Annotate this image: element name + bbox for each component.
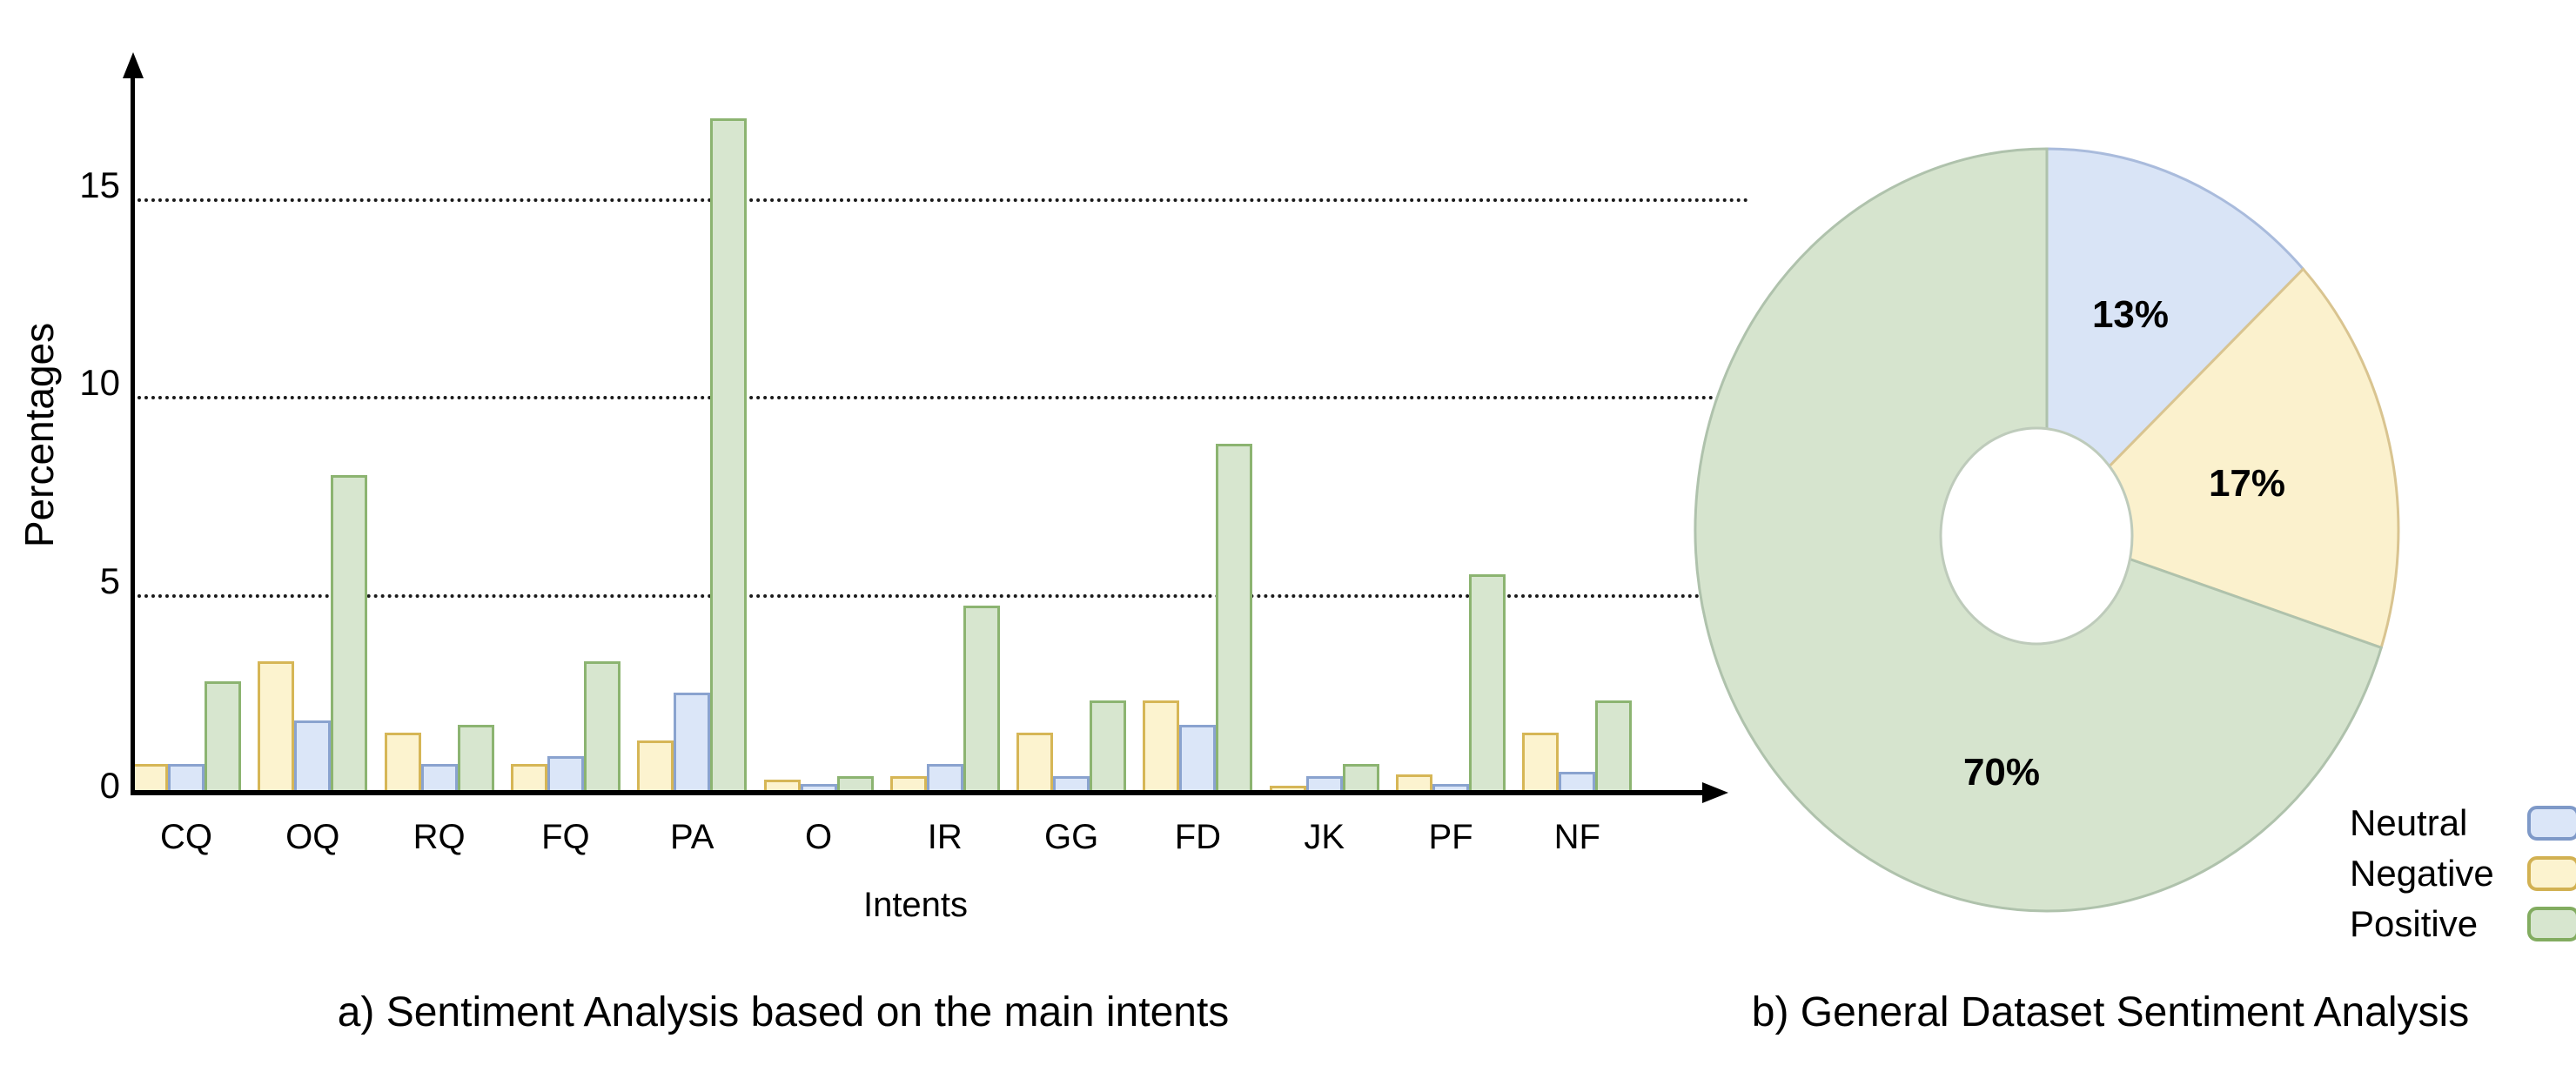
x-tick-label-CQ: CQ [160, 818, 212, 856]
bar-group-CQ [131, 0, 241, 792]
x-tick-label-FQ: FQ [541, 818, 590, 856]
x-tick-label-OQ: OQ [285, 818, 340, 856]
legend-label: Neutral [2350, 802, 2468, 843]
x-tick-label-O: O [804, 818, 833, 856]
y-tick-label-5: 5 [99, 559, 120, 601]
bar-group-OQ [258, 0, 368, 792]
gridline-15 [138, 198, 1749, 202]
x-tick-label-PF: PF [1428, 818, 1473, 856]
bar-group-NF [1522, 0, 1633, 792]
x-tick-label-RQ: RQ [413, 818, 466, 856]
bar-group-JK [1269, 0, 1379, 792]
bar-RQ-positive [457, 725, 494, 792]
bar-JK-positive [1342, 764, 1379, 792]
bar-group-PA [637, 0, 748, 792]
panel-a-caption: a) Sentiment Analysis based on the main … [337, 989, 1230, 1035]
bar-PF-neutral [1432, 784, 1469, 792]
bar-FD-negative [1143, 700, 1180, 792]
bar-FQ-neutral [547, 756, 584, 792]
gridline-10 [138, 396, 1749, 399]
gridline-5 [138, 593, 1749, 598]
bar-O-neutral [800, 784, 837, 792]
bar-PA-positive [710, 118, 748, 792]
legend-label: Negative [2350, 853, 2494, 894]
bar-group-IR [889, 0, 1000, 792]
x-tick-label-JK: JK [1304, 818, 1345, 856]
bar-group-PF [1396, 0, 1506, 792]
bar-RQ-negative [384, 733, 421, 792]
pie-label-positive: 70% [1962, 751, 2041, 794]
bar-IR-positive [963, 606, 1000, 792]
bar-O-negative [763, 780, 801, 792]
bar-CQ-positive [205, 681, 241, 792]
y-axis-arrow-icon [123, 52, 144, 78]
legend-item-negative: Negative [2350, 848, 2576, 899]
legend-item-neutral: Neutral [2350, 798, 2576, 848]
bar-group-FQ [510, 0, 621, 792]
bar-GG-neutral [1053, 776, 1090, 792]
bar-PF-positive [1469, 574, 1506, 792]
pie-label-neutral: 13% [2091, 293, 2170, 336]
legend-item-positive: Positive [2350, 899, 2576, 949]
bar-OQ-negative [258, 661, 295, 792]
x-tick-label-NF: NF [1553, 818, 1600, 856]
bar-O-positive [836, 776, 874, 792]
y-tick-label-15: 15 [79, 164, 120, 205]
y-tick-label-10: 10 [79, 362, 120, 403]
bar-NF-positive [1595, 700, 1633, 792]
bar-CQ-neutral [168, 764, 205, 792]
bar-PA-neutral [674, 693, 711, 792]
bar-FD-neutral [1179, 725, 1217, 792]
bar-OQ-neutral [294, 720, 332, 792]
bar-RQ-neutral [420, 764, 458, 792]
bar-NF-neutral [1559, 772, 1596, 792]
x-axis-arrow-icon [1702, 782, 1728, 803]
pie-slice-neutral [2045, 147, 2305, 533]
bar-GG-positive [1090, 700, 1127, 792]
bar-group-FD [1143, 0, 1253, 792]
pie-slice-negative [2044, 266, 2400, 650]
bar-NF-negative [1522, 733, 1560, 792]
bar-IR-neutral [926, 764, 963, 792]
legend-swatch-negative-icon [2527, 856, 2576, 891]
bar-OQ-positive [331, 475, 368, 792]
bar-JK-negative [1269, 786, 1306, 792]
y-axis-line [131, 75, 135, 795]
bar-group-RQ [384, 0, 494, 792]
x-axis-line [131, 790, 1702, 795]
legend-swatch-positive-icon [2527, 907, 2576, 941]
x-tick-label-IR: IR [927, 818, 963, 856]
bar-CQ-negative [131, 764, 168, 792]
legend-label: Positive [2350, 903, 2479, 944]
bar-group-O [763, 0, 874, 792]
panel-b-caption: b) General Dataset Sentiment Analysis [1751, 989, 2470, 1035]
bar-FD-positive [1216, 444, 1253, 792]
bar-IR-negative [889, 776, 927, 792]
bar-FQ-positive [583, 661, 621, 792]
bar-group-GG [1016, 0, 1127, 792]
x-axis-title: Intents [862, 886, 969, 924]
x-tick-label-GG: GG [1043, 818, 1099, 856]
bar-PF-negative [1396, 774, 1432, 792]
pie-label-negative: 17% [2208, 462, 2286, 505]
donut-hole [1939, 426, 2134, 646]
bar-GG-negative [1016, 733, 1054, 792]
y-tick-label-0: 0 [99, 765, 120, 806]
bar-PA-negative [637, 740, 674, 792]
x-tick-label-PA: PA [669, 818, 714, 856]
bar-FQ-negative [510, 764, 547, 792]
x-tick-label-FD: FD [1174, 818, 1222, 856]
legend-swatch-neutral-icon [2527, 806, 2576, 841]
bar-JK-neutral [1305, 776, 1343, 792]
